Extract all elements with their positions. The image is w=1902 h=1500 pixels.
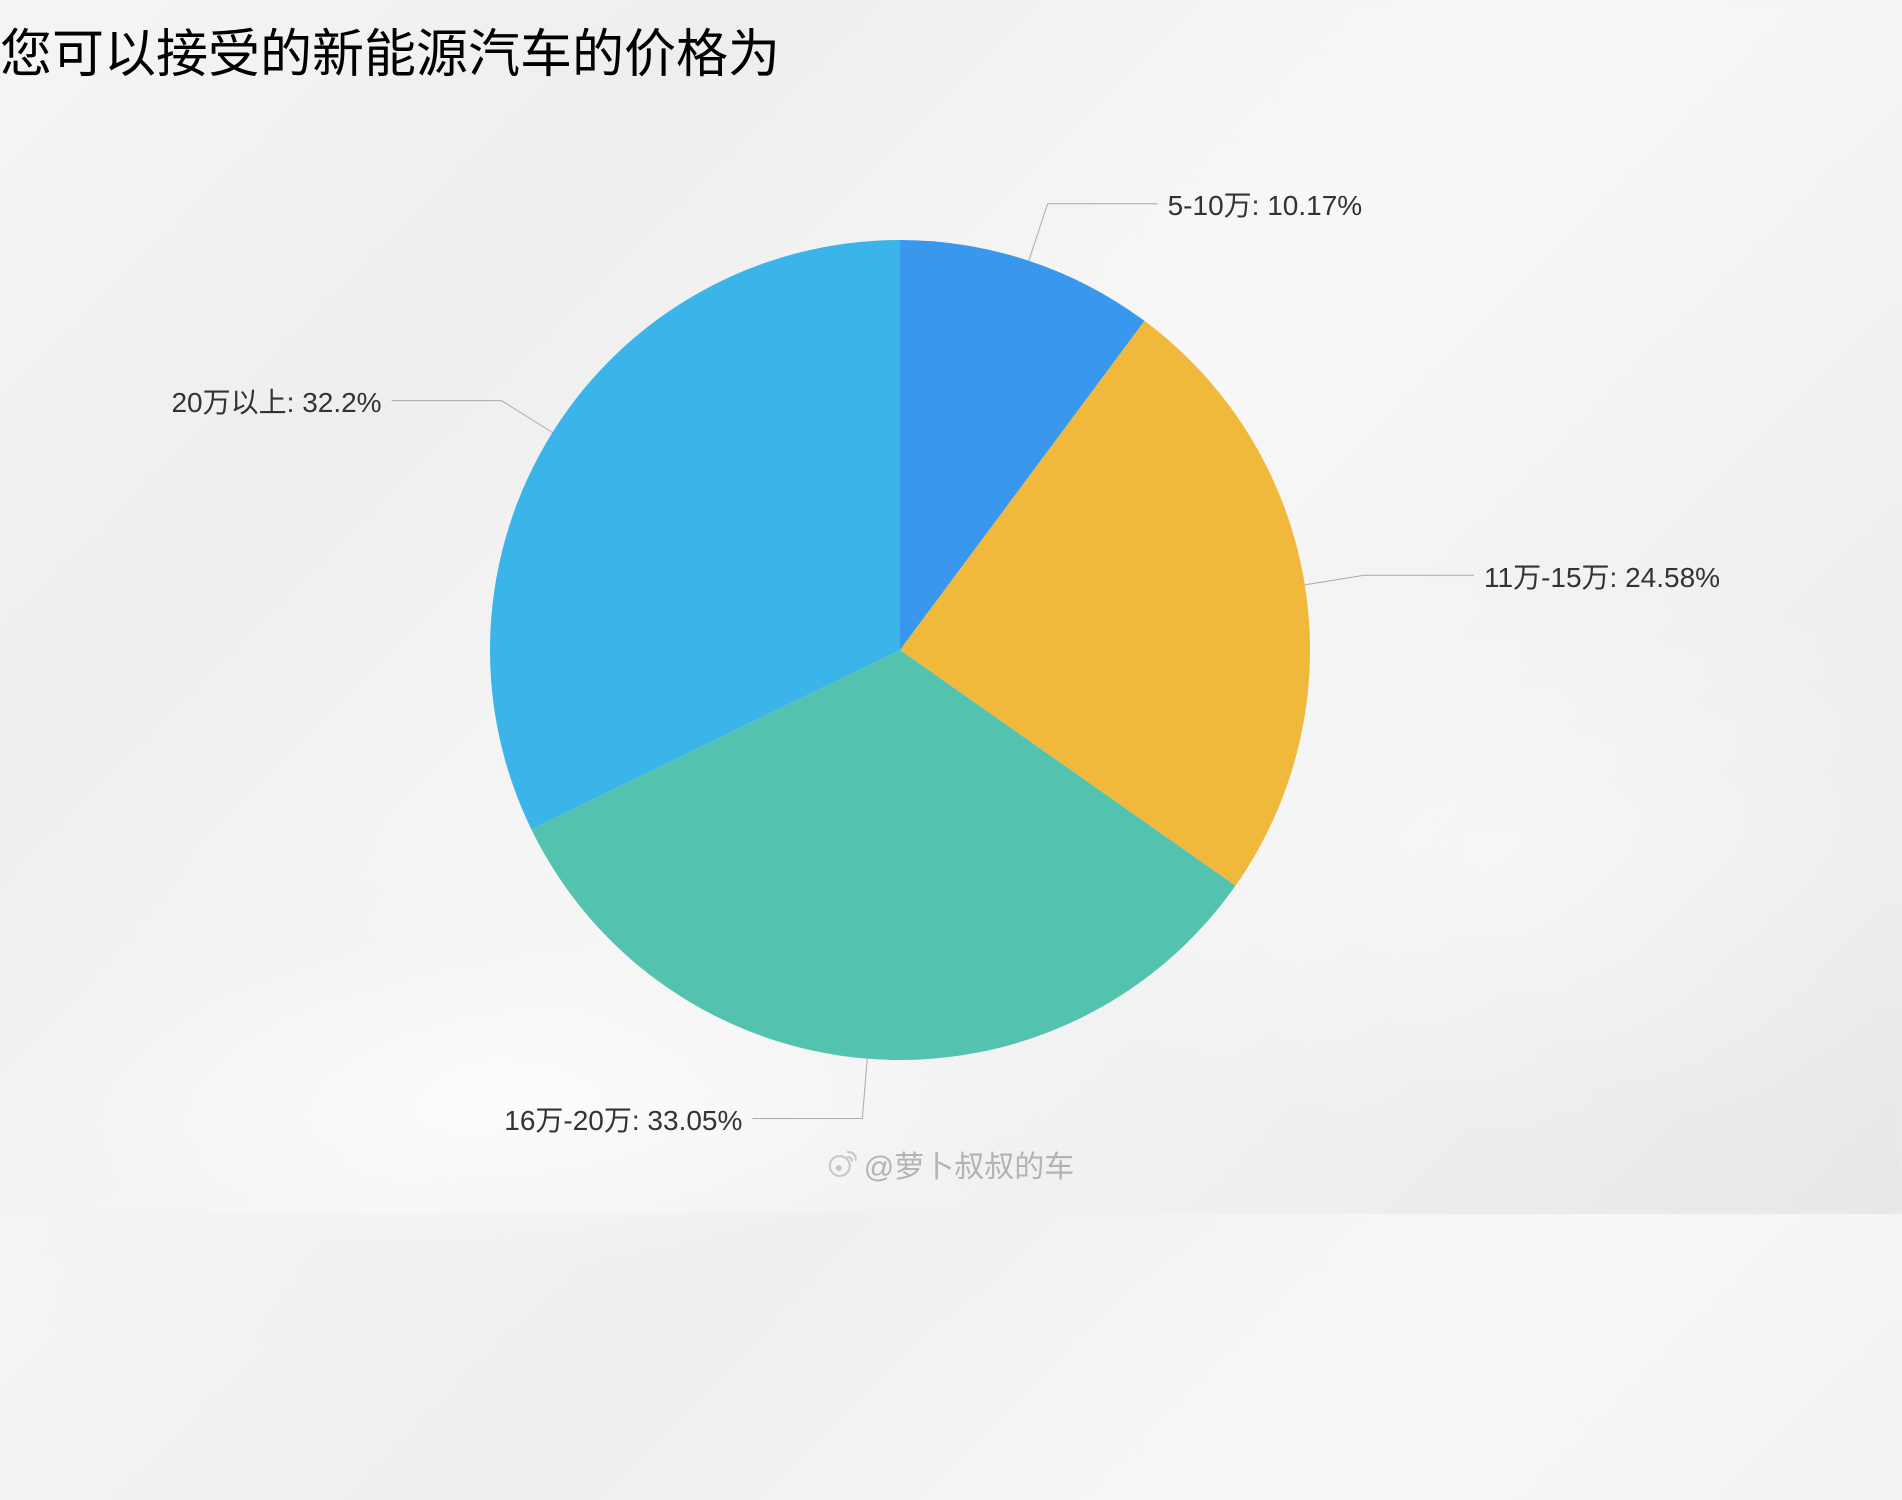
leader-line-1 (1305, 575, 1474, 585)
watermark-text: @萝卜叔叔的车 (864, 1142, 1074, 1186)
slice-label-2: 16万-20万: 33.05% (504, 1099, 742, 1139)
slice-label-1: 11万-15万: 24.58% (1484, 556, 1720, 596)
slice-label-0: 5-10万: 10.17% (1168, 184, 1363, 224)
leader-line-3 (392, 401, 553, 433)
slice-label-3: 20万以上: 32.2% (171, 381, 381, 421)
leader-line-0 (1029, 204, 1158, 261)
weibo-icon (828, 1148, 860, 1180)
pie-chart (0, 0, 1902, 1214)
watermark: @萝卜叔叔的车 (828, 1142, 1074, 1186)
leader-line-2 (752, 1059, 867, 1119)
chart-title: 您可以接受的新能源汽车的价格为 (0, 12, 780, 87)
